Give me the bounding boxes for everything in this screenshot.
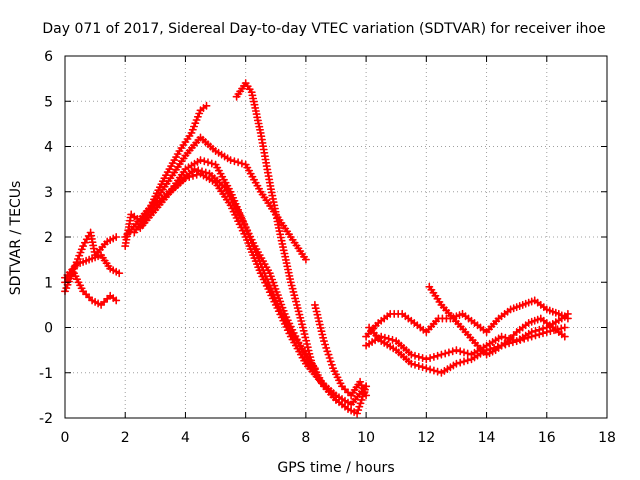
series-points: [166, 156, 319, 373]
y-axis-label: SDTVAR / TECUs: [8, 181, 24, 296]
x-tick-label: 2: [121, 430, 130, 446]
data-series: [61, 79, 572, 418]
x-tick-label: 14: [478, 430, 496, 446]
series-track-10: [310, 300, 371, 400]
series-track-8: [232, 79, 371, 418]
y-tick-label: -1: [39, 366, 53, 382]
y-tick-label: 2: [44, 230, 53, 246]
y-tick-label: 1: [44, 275, 53, 291]
series-track-11: [362, 296, 572, 341]
x-tick-label: 6: [241, 430, 250, 446]
y-tick-label: 5: [44, 94, 53, 110]
series-track-14: [365, 323, 569, 377]
y-tick-label: -2: [39, 411, 53, 427]
x-tick-label: 8: [301, 430, 310, 446]
series-points: [365, 323, 569, 377]
series-track-13: [425, 282, 569, 359]
series-points: [362, 296, 572, 341]
x-tick-label: 0: [61, 430, 70, 446]
series-points: [425, 282, 569, 359]
y-tick-label: 6: [44, 49, 53, 65]
series-points: [121, 133, 310, 264]
y-tick-label: 4: [44, 140, 53, 156]
series-track-3: [61, 251, 124, 282]
chart-title: Day 071 of 2017, Sidereal Day-to-day VTE…: [42, 21, 605, 37]
x-tick-label: 16: [538, 430, 556, 446]
series-points: [61, 228, 121, 296]
x-tick-label: 18: [598, 430, 616, 446]
series-track-1: [61, 228, 121, 296]
x-tick-label: 10: [357, 430, 375, 446]
series-track-9: [166, 156, 319, 373]
y-tick-label: 0: [44, 321, 53, 337]
x-tick-label: 12: [417, 430, 435, 446]
series-points: [310, 300, 371, 400]
x-tick-label: 4: [181, 430, 190, 446]
y-tick-label: 3: [44, 185, 53, 201]
series-track-2: [61, 269, 121, 309]
x-axis-label: GPS time / hours: [277, 460, 394, 476]
grid: [65, 56, 607, 418]
